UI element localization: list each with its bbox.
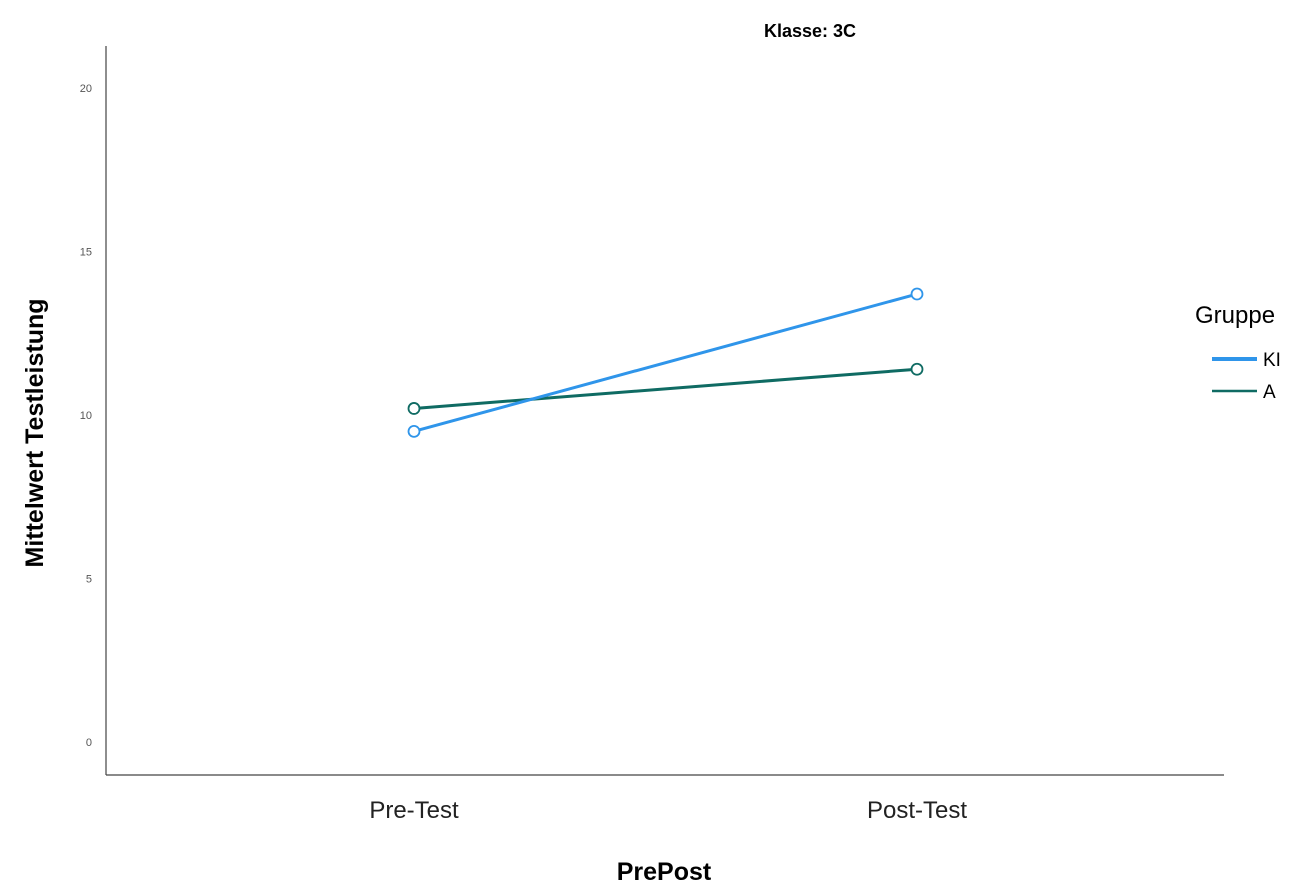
data-point [407,424,421,438]
y-tick-label: 0 [86,737,92,749]
x-axis-ticks: Pre-Test Post-Test [369,797,967,824]
axes [105,46,1224,776]
legend: Gruppe KI A [1195,302,1281,403]
legend-item-a: A [1212,382,1276,403]
series-line [412,292,919,433]
series-line [412,367,919,410]
data-point [407,402,421,415]
x-tick-label: Post-Test [867,797,967,824]
data-point [910,287,924,301]
plot-area [407,287,924,438]
series-ki [407,287,924,438]
y-axis-ticks: 0 5 10 15 20 [80,83,92,749]
x-tick-label: Pre-Test [369,797,459,824]
y-tick-label: 15 [80,247,92,259]
legend-items: KI A [1212,350,1281,403]
legend-label: A [1263,382,1276,403]
chart-title: Klasse: 3C [764,21,856,41]
y-tick-label: 10 [80,410,92,422]
y-tick-label: 5 [86,574,92,586]
data-point [910,362,924,376]
x-axis-title: PrePost [617,858,712,886]
y-axis-title: Mittelwert Testleistung [21,298,49,567]
y-tick-label: 20 [80,83,92,95]
legend-item-ki: KI [1212,350,1281,371]
legend-title: Gruppe [1195,302,1275,329]
series-a [407,362,924,415]
legend-label: KI [1263,350,1281,371]
